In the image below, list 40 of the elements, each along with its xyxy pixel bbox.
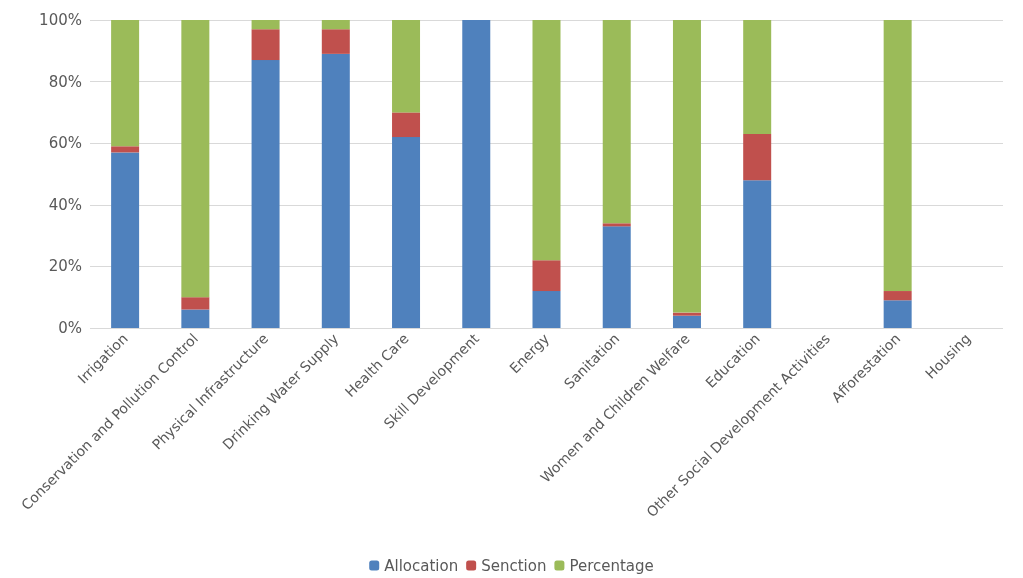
bar [321,20,350,30]
bar [672,312,701,316]
y-tick-label: 0% [58,319,82,337]
bar [602,20,631,224]
bar [321,29,350,54]
bar [251,60,280,328]
bar [462,20,491,328]
bar [672,315,701,328]
bar [321,53,350,328]
bar [181,20,210,298]
bar [111,20,140,147]
bar [532,291,561,328]
bar [883,300,912,328]
bar [883,291,912,301]
y-tick-label: 100% [39,11,82,29]
bar [111,152,140,328]
bar [392,20,421,113]
y-tick-label: 40% [48,195,82,214]
legend-label: Senction [481,556,547,575]
legend-label: Allocation [384,556,459,575]
bar [111,146,140,153]
y-tick-label: 20% [48,257,82,276]
bar [672,20,701,313]
bar [251,20,280,30]
bar [743,180,772,328]
bar [743,20,772,134]
y-tick-label: 60% [48,134,82,153]
bar [181,309,210,328]
legend-label: Percentage [569,556,654,575]
bar [602,226,631,328]
y-tick-label: 80% [48,72,82,91]
bar [602,223,631,227]
bar [532,20,561,261]
bar [743,133,772,181]
bar [532,260,561,292]
bar [392,112,421,138]
bar [883,20,912,292]
bar [181,297,210,310]
bar [251,29,280,61]
bar [392,137,421,328]
